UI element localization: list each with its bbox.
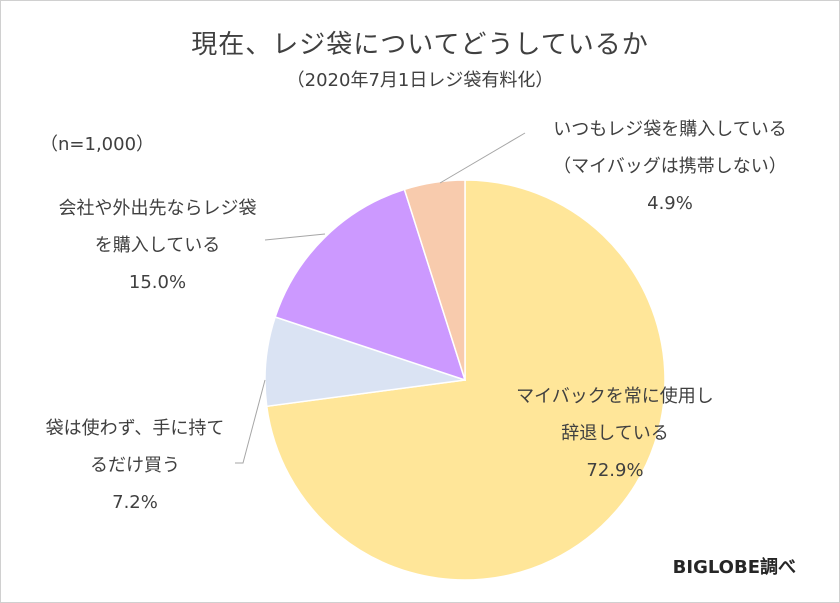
- slice-label-line: 会社や外出先ならレジ袋: [58, 198, 257, 219]
- slice-label-carry-by-hand: 袋は使わず、手に持て るだけ買う 7.2%: [20, 410, 250, 521]
- slice-label-line: を購入している: [94, 235, 221, 256]
- sample-size-note: （n=1,000）: [40, 134, 155, 155]
- chart-subtitle: （2020年7月1日レジ袋有料化）: [286, 70, 554, 91]
- slice-label-line: るだけ買う: [90, 455, 180, 476]
- slice-label-always-mybag: マイバックを常に使用し 辞退している 72.9%: [480, 378, 750, 489]
- slice-label-buy-at-work-or-out: 会社や外出先ならレジ袋 を購入している 15.0%: [30, 190, 285, 301]
- slice-value: 72.9%: [586, 460, 644, 481]
- slice-always-mybag: [265, 179, 666, 581]
- slice-always-buy-bag: [403, 179, 466, 381]
- slice-label-always-buy-bag: いつもレジ袋を購入している （マイバッグは携帯しない） 4.9%: [515, 111, 825, 222]
- slice-label-line: 辞退している: [561, 423, 669, 444]
- source-credit: BIGLOBE調べ: [672, 557, 796, 578]
- slice-value: 15.0%: [128, 272, 187, 293]
- leader-line-carry-by-hand: [235, 379, 266, 464]
- slice-label-line: マイバックを常に使用し: [516, 386, 714, 407]
- slice-buy-at-work-or-out: [274, 188, 467, 382]
- slice-value: 4.9%: [647, 193, 693, 214]
- slice-label-line: 袋は使わず、手に持て: [45, 418, 225, 439]
- slice-label-line: （マイバッグは携帯しない）: [553, 156, 787, 177]
- slice-label-line: いつもレジ袋を購入している: [553, 119, 787, 140]
- chart-title: 現在、レジ袋についてどうしているか: [191, 30, 649, 60]
- leader-line-always-buy-bag: [439, 132, 526, 184]
- leader-line-buy-at-work-or-out: [264, 233, 326, 241]
- slice-value: 7.2%: [112, 492, 158, 513]
